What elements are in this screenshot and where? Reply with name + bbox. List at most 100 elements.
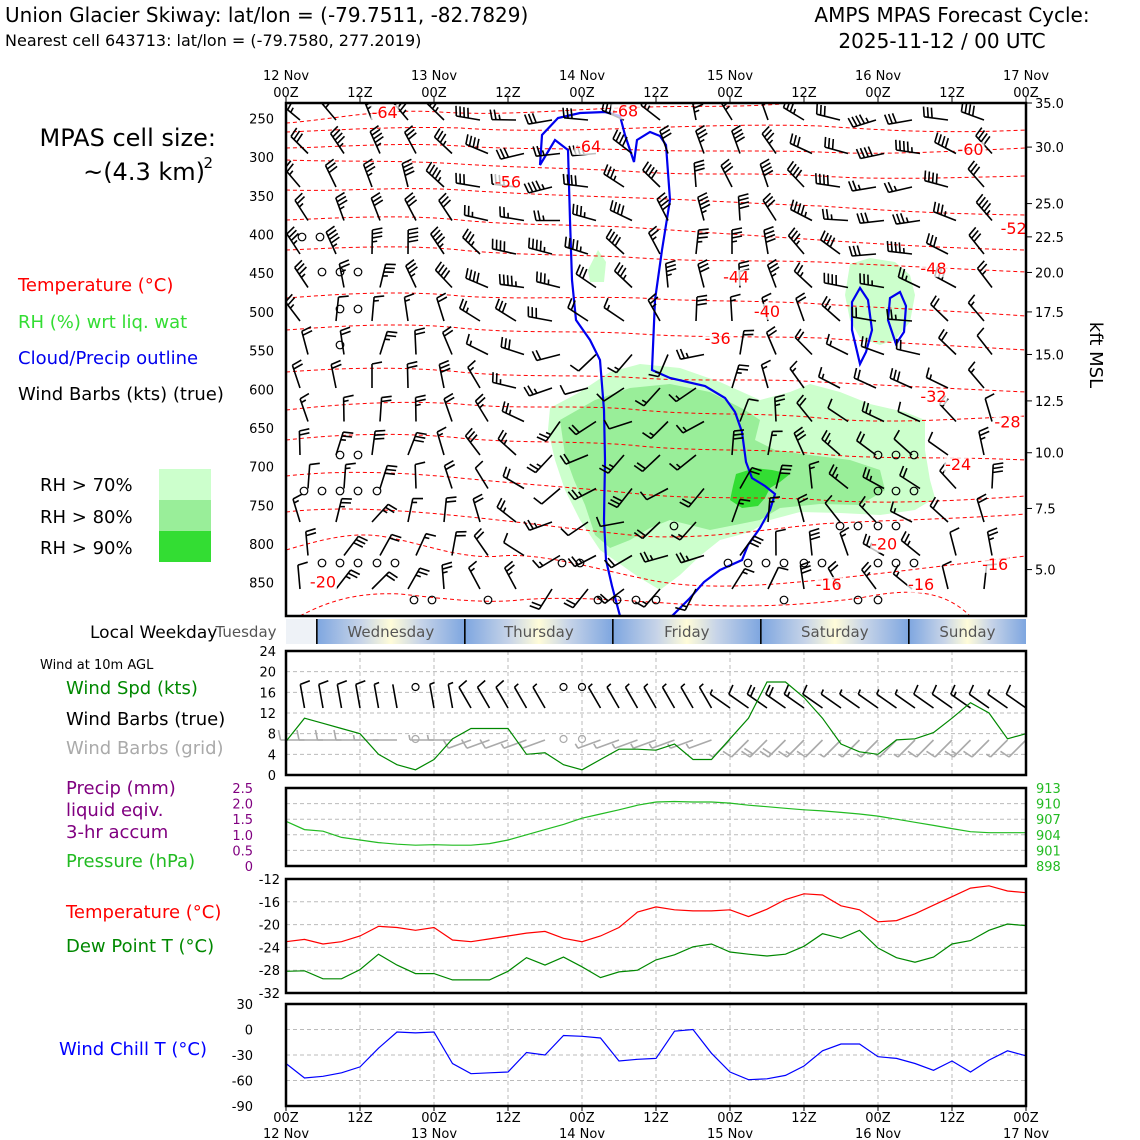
precip-tick-label: 0.5 — [232, 844, 253, 859]
calm-circle — [317, 486, 327, 496]
temp-contour-label: -16 — [908, 575, 934, 594]
temp-contour-label: -16 — [816, 575, 842, 594]
true-wind-barb — [495, 679, 509, 709]
forecast-model-title: AMPS MPAS Forecast Cycle: — [814, 3, 1089, 27]
upper-wind-barb — [893, 429, 913, 456]
rh80-area — [560, 384, 885, 548]
upper-wind-barb — [491, 238, 517, 255]
true-wind-barb — [968, 684, 990, 709]
upper-wind-barb — [330, 359, 342, 389]
legend-wind-barbs-grid: Wind Barbs (grid) — [66, 738, 224, 759]
true-wind-barb — [894, 689, 916, 709]
upper-wind-barb — [695, 124, 708, 154]
upper-wind-barb — [924, 170, 949, 188]
upper-wind-barb — [737, 193, 750, 221]
upper-wind-barb — [529, 588, 553, 611]
rh70-swatch — [159, 469, 211, 500]
grid-wind-barb — [985, 739, 1009, 758]
true-wind-barb — [765, 684, 786, 709]
legend-pressure: Pressure (hPa) — [66, 851, 195, 872]
upper-wind-barb — [739, 535, 764, 556]
upper-wind-barb — [675, 552, 705, 564]
upper-wind-barb — [567, 554, 597, 568]
upper-wind-barbs — [286, 103, 1004, 612]
calm-circle — [353, 558, 363, 568]
top-hour-label: 00Z — [569, 86, 595, 101]
upper-wind-barb — [496, 497, 517, 523]
temp-contour-label: -36 — [705, 329, 731, 348]
upper-wind-barb — [949, 527, 960, 556]
grid-wind-barb — [722, 739, 750, 758]
calm-circle — [335, 486, 345, 496]
calm-circles — [297, 232, 919, 605]
calm-circle — [835, 521, 845, 531]
upper-wind-barb — [286, 226, 301, 255]
upper-wind-barb — [335, 295, 349, 322]
upper-wind-barb — [430, 226, 446, 255]
grid-wind-barb — [907, 739, 935, 758]
upper-wind-barb — [462, 228, 481, 255]
upper-wind-barb — [967, 160, 985, 188]
upper-wind-barb — [564, 236, 589, 255]
upper-wind-barb — [305, 527, 317, 556]
pressure-tick-label: 700 — [249, 461, 274, 476]
height-tick-label: 35.0 — [1035, 97, 1064, 112]
top-time-axis: 00Z 12Z 00Z 12Z 00Z 12Z 00Z 12Z 00Z 12Z 00Z 12 Nov 1… — [263, 69, 1049, 103]
upper-wind-barb — [299, 392, 310, 422]
bottom-date-label: 17 Nov — [1003, 1127, 1049, 1140]
upper-wind-barb — [489, 109, 517, 121]
calm-circle — [891, 558, 901, 568]
upper-wind-barb — [932, 201, 957, 222]
upper-wind-barb — [528, 237, 553, 255]
calm-circle — [483, 595, 493, 605]
pressure-tick-label: 300 — [249, 151, 274, 166]
upper-wind-barb — [821, 208, 849, 222]
upper-wind-barb — [968, 226, 985, 255]
upper-wind-barb — [895, 139, 921, 155]
calm-circle — [372, 486, 382, 496]
upper-wind-barb — [294, 259, 309, 288]
top-hour-label: 12Z — [347, 86, 373, 101]
upper-wind-barb — [941, 560, 952, 590]
upper-wind-barb — [407, 431, 427, 456]
height-axis: 35.0 30.0 25.0 22.5 20.0 17.5 15.0 12.5 10.0 7.5 5… — [1026, 97, 1064, 579]
upper-wind-barb — [640, 103, 661, 121]
upper-wind-barb — [861, 401, 885, 423]
calm-circle — [335, 340, 345, 350]
true-wind-barb — [532, 683, 546, 709]
precip-tick-label: 2.5 — [232, 782, 253, 797]
upper-wind-barb — [339, 326, 351, 355]
upper-wind-barb — [415, 532, 437, 556]
grid-wind-barb — [648, 739, 675, 749]
windchill-tick-label: -30 — [232, 1049, 253, 1064]
upper-wind-barb — [491, 372, 517, 389]
upper-wind-barb — [819, 230, 841, 255]
calm-circle — [873, 558, 883, 568]
upper-wind-barb — [808, 527, 821, 556]
calm-circle-grid — [559, 734, 568, 744]
upper-wind-barb — [436, 426, 447, 456]
true-wind-barb — [802, 684, 823, 709]
height-tick-label: 7.5 — [1035, 502, 1056, 517]
true-wind-barb — [680, 683, 694, 709]
upper-wind-barb — [438, 359, 451, 389]
upper-wind-barb — [562, 107, 589, 121]
top-hour-label: 12Z — [495, 86, 521, 101]
top-date-label: 13 Nov — [411, 69, 457, 84]
upper-wind-barb — [848, 245, 877, 257]
local-weekday-label: Local Weekday — [90, 623, 217, 643]
upper-wind-barb — [731, 124, 746, 154]
temp-contour-label: -40 — [754, 302, 780, 321]
height-tick-label: 17.5 — [1035, 306, 1064, 321]
bottom-date-label: 13 Nov — [411, 1127, 457, 1140]
time-height-frame — [284, 101, 1028, 618]
grid-wind-barb — [630, 739, 657, 749]
temp-contour-label: -20 — [310, 573, 336, 592]
upper-wind-barb — [370, 192, 384, 221]
upper-wind-barb — [986, 527, 999, 556]
calm-circle — [353, 267, 363, 277]
grid-wind-barb — [926, 739, 953, 758]
